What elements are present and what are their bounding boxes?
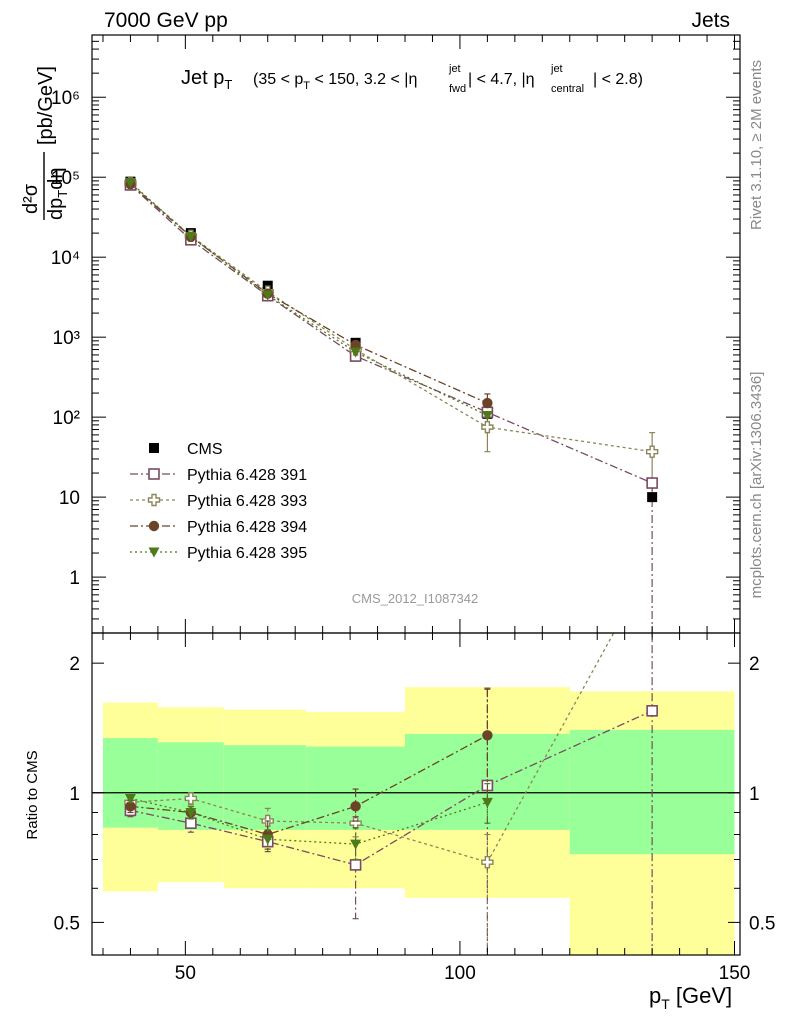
header-left: 7000 GeV pp	[104, 9, 228, 32]
title-main-sub: T	[224, 77, 232, 92]
main-frame	[91, 34, 741, 634]
ratio-point-p391	[349, 859, 362, 871]
legend-label-cms: CMS	[187, 441, 223, 458]
main-point-p395	[185, 231, 197, 242]
main-series-line	[130, 181, 488, 417]
ratio-y-tick-label-left: 1	[69, 784, 80, 805]
ratio-y-tick-label-right: 2	[749, 654, 760, 675]
x-tick-label: 150	[719, 963, 751, 984]
title-main: Jet p	[181, 67, 224, 89]
main-point-p393	[481, 420, 494, 434]
y-axis-label-ratio: Ratio to CMS	[24, 750, 41, 839]
title-central-sub: central	[551, 83, 584, 95]
main-y-tick-label: 10³	[53, 328, 80, 349]
title-part-3: | < 4.7, |η	[468, 71, 535, 88]
ylabel-unit: [pb/GeV]	[35, 66, 57, 145]
title-jet-sup-2: jet	[550, 63, 563, 75]
xlabel-unit: [GeV]	[670, 983, 732, 1008]
ratio-point-p393	[481, 855, 494, 869]
ratio-point-p394	[125, 801, 136, 812]
ratio-y-tick-label-right: 0.5	[749, 913, 775, 934]
x-axis-label: pT [GeV]	[649, 983, 732, 1012]
main-point-p395	[481, 410, 493, 421]
ylabel-denominator-2: dη	[45, 168, 67, 190]
ratio-point-p395	[350, 839, 362, 850]
main-point-p395	[124, 177, 136, 188]
title-jet-sup-1: jet	[448, 63, 461, 75]
ratio-point-p395	[124, 793, 136, 804]
main-point-cms	[647, 492, 658, 503]
main-panel: 1 10 10² 10³ 10⁴ 10⁵ 10⁶	[51, 34, 741, 634]
main-point-p395	[350, 347, 362, 358]
main-y-tick-label: 10²	[53, 408, 80, 429]
header-right: Jets	[691, 9, 730, 32]
main-series-line	[130, 182, 653, 453]
x-tick-label: 50	[175, 963, 196, 984]
ratio-point-p391	[185, 817, 197, 829]
ylabel-denominator-sub: T	[55, 190, 70, 198]
main-y-tick-label: 10⁵	[51, 168, 80, 189]
legend-marker-p395	[148, 547, 160, 558]
rivet-label: Rivet 3.1.10, ≥ 2M events	[748, 60, 765, 230]
legend-label-p395: Pythia 6.428 395	[187, 545, 307, 562]
main-y-tick-label: 10	[59, 488, 80, 509]
legend-label-p393: Pythia 6.428 393	[187, 493, 307, 510]
ratio-series-line	[130, 633, 615, 863]
title-part-2: < 150, 3.2 < |η	[310, 71, 417, 88]
title-part-4: | < 2.8)	[593, 71, 643, 88]
ratio-point-p395	[262, 834, 274, 845]
legend: CMS Pythia 6.428 391 Pythia 6.428 393 Pythi…	[130, 441, 307, 562]
analysis-watermark: CMS_2012_I1087342	[352, 591, 479, 606]
svg-text:Jet pT: Jet pT	[181, 67, 232, 92]
ratio-point-p391	[646, 705, 658, 717]
legend-label-p391: Pythia 6.428 391	[187, 467, 307, 484]
uncertainty-band-inner	[223, 745, 307, 830]
title-part-1: (35 < p	[253, 71, 303, 88]
main-point-p391	[646, 477, 658, 489]
main-point-p394	[350, 339, 361, 351]
main-y-tick-label: 1	[69, 568, 80, 589]
main-plot-area	[124, 176, 659, 633]
ratio-panel: 0.5 0.5 1 1 2 2 50 100 150	[54, 632, 775, 984]
y-axis-label-main: d²σ dpTdη [pb/GeV]	[20, 66, 70, 220]
ratio-series-line	[130, 710, 653, 866]
legend-marker-cms	[149, 443, 159, 453]
mcplots-label: mcplots.cern.ch [arXiv:1306.3436]	[748, 372, 765, 599]
ylabel-numerator: d²σ	[20, 183, 42, 214]
svg-text:dpTdη: dpTdη	[45, 168, 70, 220]
ratio-point-p393	[184, 792, 198, 805]
ratio-series-line	[130, 797, 488, 845]
xlabel-sub: T	[661, 996, 670, 1012]
ratio-y-tick-label-right: 1	[749, 784, 760, 805]
ratio-point-p394	[482, 730, 493, 741]
ratio-point-p395	[481, 797, 493, 808]
plot-title: Jet pT (35 < pT < 150, 3.2 < |η jet fwd …	[181, 63, 643, 95]
main-point-p393	[645, 445, 659, 458]
svg-text:(35 < pT < 150, 3.2 < |η: (35 < pT < 150, 3.2 < |η	[253, 71, 417, 92]
legend-marker-p394	[148, 520, 160, 532]
ratio-y-tick-label-left: 0.5	[54, 913, 80, 934]
main-point-p395	[262, 290, 274, 301]
title-part-1-sub: T	[303, 80, 310, 92]
ratio-point-p395	[185, 807, 197, 818]
ratio-plot-area	[92, 633, 740, 955]
legend-marker-p391	[148, 468, 160, 480]
ratio-y-tick-label-left: 2	[69, 654, 80, 675]
main-y-tick-label: 10⁴	[51, 248, 80, 269]
title-fwd-sub: fwd	[449, 83, 466, 95]
x-tick-label: 100	[444, 963, 476, 984]
main-series-line	[130, 184, 653, 484]
main-series-line	[130, 183, 488, 404]
legend-marker-p393	[147, 493, 161, 507]
legend-label-p394: Pythia 6.428 394	[187, 519, 307, 536]
ylabel-denominator: dp	[45, 198, 67, 220]
xlabel-text: p	[649, 983, 661, 1008]
ratio-point-p394	[350, 801, 361, 812]
main-y-tick-label: 10⁶	[51, 88, 80, 109]
main-point-p394	[482, 397, 493, 409]
